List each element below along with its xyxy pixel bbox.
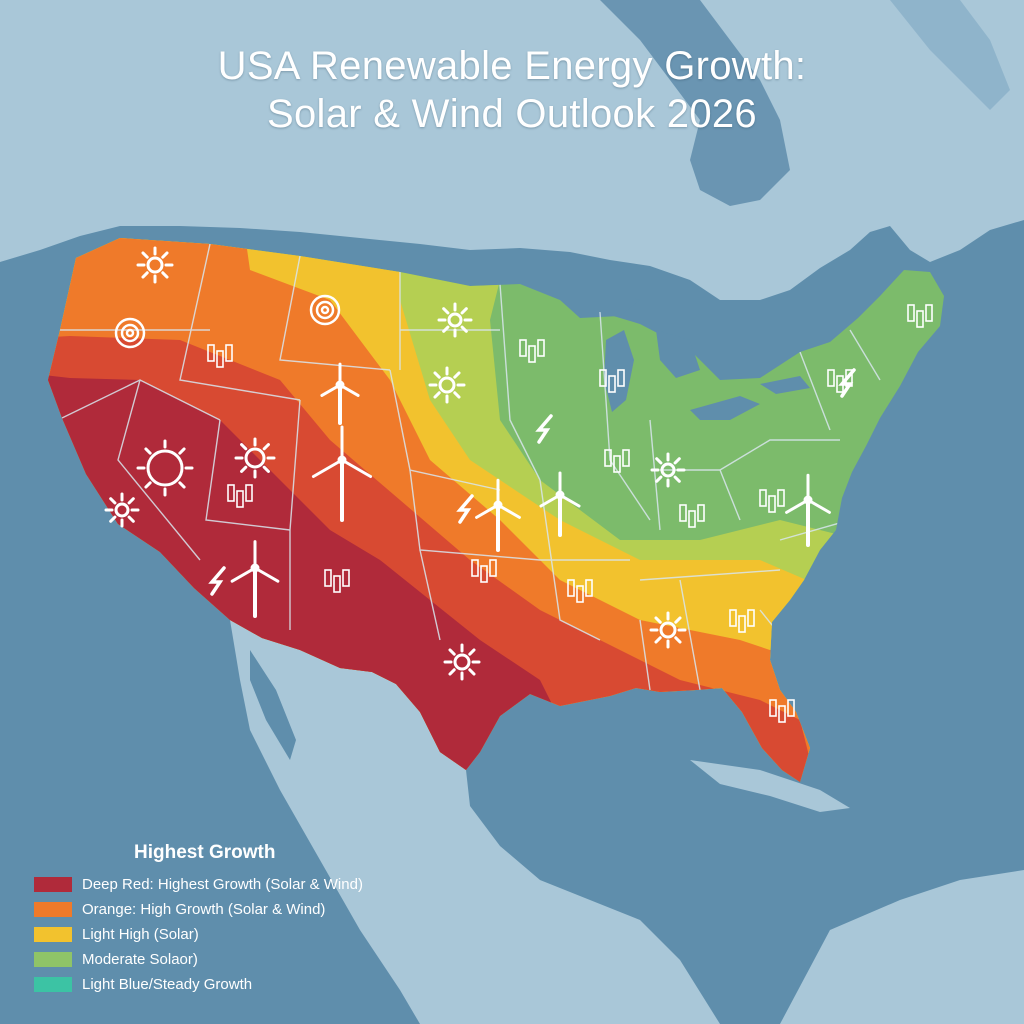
solar-panel-icon xyxy=(769,699,795,723)
sun-icon xyxy=(136,439,194,497)
lightning-icon xyxy=(208,566,226,596)
solar-panel-icon xyxy=(324,569,350,593)
legend-item: Deep Red: Highest Growth (Solar & Wind) xyxy=(34,872,414,897)
sun-icon xyxy=(437,302,473,338)
spiral-icon xyxy=(114,317,146,349)
solar-panel-icon xyxy=(729,609,755,633)
legend-swatch xyxy=(34,902,72,917)
solar-panel-icon xyxy=(599,369,625,393)
legend-title: Highest Growth xyxy=(134,842,276,863)
solar-panel-icon xyxy=(567,579,593,603)
legend-item: Orange: High Growth (Solar & Wind) xyxy=(34,897,414,922)
solar-panel-icon xyxy=(679,504,705,528)
legend-label: Moderate Solaor) xyxy=(82,951,198,968)
solar-panel-icon xyxy=(759,489,785,513)
map-title-line-1: USA Renewable Energy Growth: xyxy=(217,44,807,88)
map-title-line-2: Solar & Wind Outlook 2026 xyxy=(267,92,757,136)
sun-icon xyxy=(443,643,481,681)
legend-item: Light Blue/Steady Growth xyxy=(34,972,414,997)
wind-turbine-icon xyxy=(475,478,521,552)
legend-swatch xyxy=(34,877,72,892)
legend-item: Moderate Solaor) xyxy=(34,947,414,972)
legend-swatch xyxy=(34,952,72,967)
solar-panel-icon xyxy=(471,559,497,583)
solar-panel-icon xyxy=(207,344,233,368)
solar-panel-icon xyxy=(827,369,853,393)
solar-panel-icon xyxy=(604,449,630,473)
wind-turbine-icon xyxy=(230,540,280,618)
lightning-icon xyxy=(456,494,474,524)
solar-panel-icon xyxy=(907,304,933,328)
legend-label: Light High (Solar) xyxy=(82,926,199,943)
sun-icon xyxy=(234,437,276,479)
sun-icon xyxy=(650,452,686,488)
wind-turbine-icon xyxy=(785,473,831,547)
legend-label: Orange: High Growth (Solar & Wind) xyxy=(82,901,326,918)
spiral-icon xyxy=(309,294,341,326)
solar-panel-icon xyxy=(227,484,253,508)
sun-icon xyxy=(649,611,687,649)
sun-icon xyxy=(104,492,140,528)
wind-turbine-icon xyxy=(320,362,360,425)
legend: Highest Growth Deep Red: Highest Growth … xyxy=(34,842,414,997)
solar-panel-icon xyxy=(519,339,545,363)
wind-turbine-icon xyxy=(311,425,373,522)
legend-swatch xyxy=(34,977,72,992)
sun-icon xyxy=(428,366,466,404)
legend-label: Deep Red: Highest Growth (Solar & Wind) xyxy=(82,876,363,893)
legend-item: Light High (Solar) xyxy=(34,922,414,947)
legend-label: Light Blue/Steady Growth xyxy=(82,976,253,993)
sun-icon xyxy=(136,246,174,284)
lightning-icon xyxy=(535,414,553,444)
state-borders xyxy=(60,243,881,691)
legend-swatch xyxy=(34,927,72,942)
wind-turbine-icon xyxy=(539,471,581,537)
